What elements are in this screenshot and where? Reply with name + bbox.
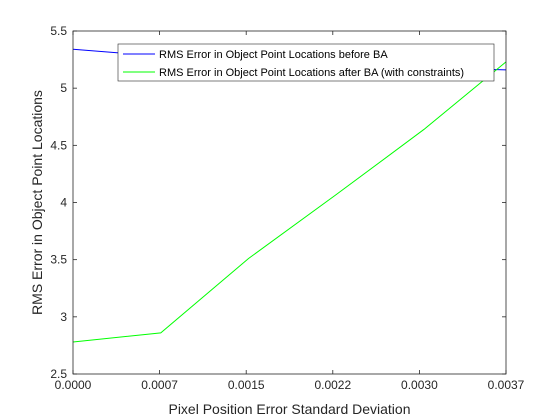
x-axis-label: Pixel Position Error Standard Deviation xyxy=(168,401,410,417)
x-tick-label: 0.0007 xyxy=(141,378,178,392)
x-tick-label: 0.0015 xyxy=(228,378,265,392)
legend-label-after-ba: RMS Error in Object Point Locations afte… xyxy=(159,67,464,79)
y-tick-label: 4 xyxy=(60,196,67,210)
series-line-1 xyxy=(73,61,506,343)
y-tick-label: 5 xyxy=(60,81,67,95)
x-tick-label: 0.0037 xyxy=(488,378,525,392)
y-tick-label: 2.5 xyxy=(50,367,67,381)
y-tick-label: 3.5 xyxy=(50,253,67,267)
legend: RMS Error in Object Point Locations befo… xyxy=(117,43,495,82)
plot-area xyxy=(73,31,506,374)
x-tick-label: 0.0000 xyxy=(55,378,92,392)
y-tick-label: 4.5 xyxy=(50,138,67,152)
y-axis: 2.5 3 3.5 4 4.5 5 5.5 xyxy=(50,24,506,381)
x-tick-label: 0.0022 xyxy=(314,378,351,392)
x-axis: 0.0000 0.0007 0.0015 0.0022 0.0030 0.0037 xyxy=(55,31,525,392)
legend-label-before-ba: RMS Error in Object Point Locations befo… xyxy=(159,49,388,61)
legend-box xyxy=(117,43,495,82)
y-tick-label: 5.5 xyxy=(50,24,67,38)
y-tick-label: 3 xyxy=(60,310,67,324)
y-axis-label: RMS Error in Object Point Locations xyxy=(29,90,45,315)
x-tick-label: 0.0030 xyxy=(401,378,438,392)
